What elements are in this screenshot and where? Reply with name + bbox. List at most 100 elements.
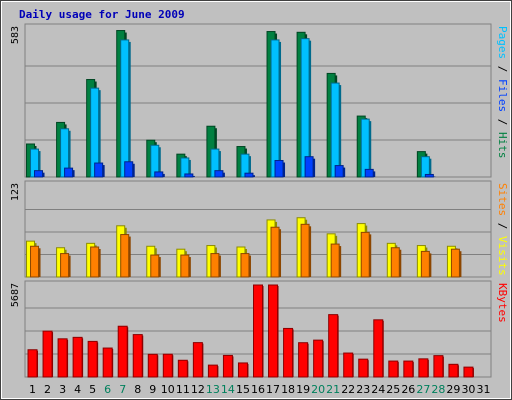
pages-bar-day-13 xyxy=(214,170,224,178)
bar-shadow xyxy=(248,255,251,277)
bar-shadow xyxy=(442,356,444,377)
bar-shadow xyxy=(42,172,45,177)
day-label-17: 17 xyxy=(266,383,280,396)
sites-bar-day-23 xyxy=(360,231,370,278)
bar-shadow xyxy=(128,41,131,177)
kbytes-bar-day-6 xyxy=(102,347,113,378)
kbytes-bar-day-25 xyxy=(388,360,399,378)
kbytes-bar-day-26 xyxy=(403,360,414,378)
bar-shadow xyxy=(98,249,101,277)
day-label-16: 16 xyxy=(251,383,265,396)
kbytes-bar-day-16 xyxy=(253,284,263,378)
bar-shadow xyxy=(283,162,286,177)
bar-shadow xyxy=(218,255,221,277)
day-label-4: 4 xyxy=(74,383,81,396)
pages-bar-day-17 xyxy=(274,159,284,178)
bar-shadow xyxy=(97,342,99,377)
legend-entry: KBytes xyxy=(496,283,509,323)
kbytes-bar-day-10 xyxy=(162,353,173,378)
bar-shadow xyxy=(82,338,84,377)
hits-panel-ymax-label: 583 xyxy=(10,26,21,44)
bar-shadow xyxy=(67,339,69,377)
visits-panel-legend: Sites / Visits xyxy=(496,183,509,276)
bar-shadow xyxy=(127,327,129,377)
legend-entry: Pages xyxy=(496,26,509,59)
sites-bar-day-7 xyxy=(120,234,130,278)
bar-shadow xyxy=(339,85,342,177)
day-label-1: 1 xyxy=(29,383,36,396)
bar-shadow xyxy=(433,176,436,177)
bar-shadow xyxy=(279,229,282,277)
day-label-23: 23 xyxy=(356,383,370,396)
bar-shadow xyxy=(277,286,279,377)
bar-shadow xyxy=(399,249,402,277)
bar-shadow xyxy=(322,341,324,377)
legend-entry: Visits xyxy=(496,236,509,276)
bar-shadow xyxy=(102,165,105,177)
day-label-18: 18 xyxy=(281,383,295,396)
day-label-27: 27 xyxy=(416,383,430,396)
bar-shadow xyxy=(252,175,255,177)
kbytes-bar-day-5 xyxy=(87,340,98,378)
kbytes-bar-day-23 xyxy=(358,358,369,378)
kbytes-bar-day-4 xyxy=(72,336,83,378)
chart-title: Daily usage for June 2009 xyxy=(19,8,185,21)
day-label-19: 19 xyxy=(296,383,310,396)
day-label-9: 9 xyxy=(149,383,156,396)
day-label-25: 25 xyxy=(386,383,400,396)
kbytes-bar-day-12 xyxy=(192,342,203,378)
sites-bar-day-19 xyxy=(300,223,310,278)
sites-bar-day-15 xyxy=(240,253,250,278)
bar-shadow xyxy=(37,350,39,377)
bar-shadow xyxy=(343,167,346,177)
bar-shadow xyxy=(279,41,282,177)
bar-shadow xyxy=(429,158,432,177)
kbytes-panel-legend: KBytes xyxy=(496,283,509,323)
bar-shadow xyxy=(98,90,101,177)
day-label-30: 30 xyxy=(461,383,475,396)
bar-shadow xyxy=(412,362,414,377)
kbytes-bar-day-2 xyxy=(42,330,53,378)
bar-shadow xyxy=(472,368,474,377)
bar-shadow xyxy=(307,343,309,377)
sites-bar-day-9 xyxy=(150,254,160,278)
hits-panel: 583 Pages / Files / Hits xyxy=(10,23,509,178)
legend-entry: / xyxy=(496,216,509,236)
legend-entry: Sites xyxy=(496,183,509,216)
bar-shadow xyxy=(132,163,135,177)
day-label-22: 22 xyxy=(341,383,355,396)
day-label-2: 2 xyxy=(44,383,51,396)
kbytes-bar-day-18 xyxy=(283,327,294,378)
bar-shadow xyxy=(157,355,159,377)
day-label-29: 29 xyxy=(446,383,460,396)
bar-shadow xyxy=(68,130,71,177)
legend-entry: Files xyxy=(496,79,509,112)
bar-shadow xyxy=(429,253,432,277)
kbytes-bar-day-20 xyxy=(313,339,324,378)
bar-shadow xyxy=(72,170,75,177)
files-bar-day-27 xyxy=(420,156,430,178)
kbytes-bar-day-21 xyxy=(328,314,339,378)
kbytes-panel-ymax-label: 5687 xyxy=(10,283,21,307)
kbytes-bar-day-9 xyxy=(147,353,158,378)
bar-shadow xyxy=(38,151,41,177)
chart-panels: 583 Pages / Files / Hits 123 Sites / Visits… xyxy=(10,23,509,378)
day-label-28: 28 xyxy=(431,383,445,396)
bar-shadow xyxy=(217,366,219,377)
bar-shadow xyxy=(247,363,249,377)
bar-shadow xyxy=(52,332,54,377)
pages-bar-day-3 xyxy=(64,167,74,178)
sites-bar-day-17 xyxy=(270,226,280,278)
day-label-14: 14 xyxy=(221,383,235,396)
sites-bar-day-1 xyxy=(30,245,40,278)
day-label-31: 31 xyxy=(476,383,490,396)
bar-shadow xyxy=(459,251,462,277)
bar-shadow xyxy=(188,159,191,177)
day-label-24: 24 xyxy=(371,383,385,396)
kbytes-bar-day-19 xyxy=(298,342,309,378)
day-label-10: 10 xyxy=(161,383,175,396)
pages-bar-day-11 xyxy=(184,173,194,178)
bar-shadow xyxy=(232,356,234,377)
bar-shadow xyxy=(427,359,429,377)
